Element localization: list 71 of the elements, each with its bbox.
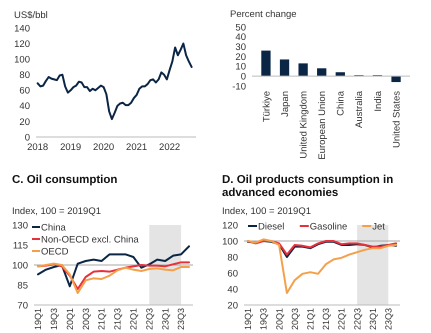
x-tick-label: United States — [391, 90, 402, 148]
y-axis-title: Index, 100 = 2019Q1 — [222, 206, 312, 217]
x-tick-label: 21Q3 — [321, 308, 332, 330]
y-tick-label: 60 — [227, 268, 238, 280]
y-axis-title: Index, 100 = 2019Q1 — [12, 206, 102, 217]
x-tick-label: 22Q1 — [128, 308, 139, 330]
x-tick-label: 20Q3 — [80, 308, 91, 330]
x-tick-label: 22Q3 — [144, 308, 154, 330]
x-tick-label: 22Q1 — [336, 308, 347, 330]
y-tick-label: 0 — [24, 132, 30, 144]
legend-label: OECD — [41, 246, 69, 258]
y-axis-title: Percent change — [230, 9, 297, 20]
x-tick-label: 20Q3 — [290, 308, 300, 330]
y-tick-label: 70 — [17, 300, 28, 312]
legend-label: China — [41, 222, 67, 234]
y-tick-label: 50 — [235, 22, 246, 34]
chart-title: C. Oil consumption — [12, 174, 118, 186]
y-tick-label: -10 — [232, 81, 246, 92]
x-tick-label: Australia — [354, 90, 366, 128]
x-tick-label: 19Q3 — [49, 308, 60, 330]
x-tick-label: 21Q1 — [305, 308, 316, 330]
legend-label: Gasoline — [310, 221, 348, 232]
x-tick-label: United Kingdom — [298, 90, 310, 159]
y-tick-label: 85 — [17, 280, 28, 292]
x-tick-label: 19Q3 — [258, 308, 269, 330]
legend-label: Diesel — [258, 221, 284, 232]
legend-label: Non-OECD excl. China — [41, 234, 140, 246]
x-tick-label: 20Q1 — [274, 308, 284, 330]
y-tick-label: 40 — [227, 284, 238, 296]
x-tick-label: European Union — [317, 91, 328, 160]
y-tick-label: 120 — [222, 220, 238, 232]
x-tick-label: 21Q3 — [112, 308, 123, 330]
y-tick-label: 20 — [227, 300, 238, 312]
x-tick-label: 2020 — [93, 142, 114, 153]
y-tick-label: 10 — [235, 62, 246, 73]
y-tick-label: 130 — [12, 220, 28, 232]
x-tick-label: 19Q1 — [33, 308, 44, 330]
y-tick-label: 115 — [12, 240, 28, 252]
y-tick-label: 100 — [222, 236, 238, 248]
x-tick-label: 2021 — [126, 142, 148, 153]
y-tick-label: 40 — [19, 101, 30, 112]
x-tick-label: 23Q1 — [160, 308, 170, 330]
y-tick-label: 120 — [14, 38, 30, 50]
y-tick-label: 20 — [19, 116, 30, 128]
y-tick-label: 40 — [235, 32, 246, 44]
x-tick-label: India — [372, 90, 384, 112]
legend-label: Jet — [372, 221, 386, 232]
x-tick-label: 20Q1 — [64, 308, 75, 330]
x-tick-label: China — [336, 90, 347, 116]
y-tick-label: 60 — [19, 86, 30, 97]
y-tick-label: 30 — [235, 42, 246, 53]
x-tick-label: 22Q3 — [352, 308, 362, 330]
y-tick-label: 20 — [235, 52, 246, 63]
x-tick-label: 2022 — [159, 142, 180, 153]
y-tick-label: 0 — [240, 71, 246, 82]
y-axis-title: US$/bbl — [14, 10, 48, 21]
x-tick-label: Japan — [280, 91, 291, 117]
x-tick-label: 2018 — [27, 142, 48, 153]
x-tick-label: 23Q3 — [176, 308, 186, 330]
x-tick-label: Türkiye — [261, 91, 272, 122]
x-tick-label: 23Q1 — [368, 308, 378, 330]
x-tick-label: 21Q1 — [96, 308, 107, 330]
y-tick-label: 100 — [14, 54, 30, 66]
x-tick-label: 2019 — [60, 142, 82, 153]
chart-title: D. Oil products consumption in advanced economies — [222, 174, 394, 199]
y-tick-label: 100 — [12, 260, 28, 272]
y-tick-label: 140 — [14, 23, 30, 34]
y-tick-label: 80 — [19, 70, 30, 82]
x-tick-label: 19Q1 — [243, 308, 254, 330]
y-tick-label: 80 — [227, 252, 238, 264]
x-tick-label: 23Q3 — [383, 308, 394, 330]
